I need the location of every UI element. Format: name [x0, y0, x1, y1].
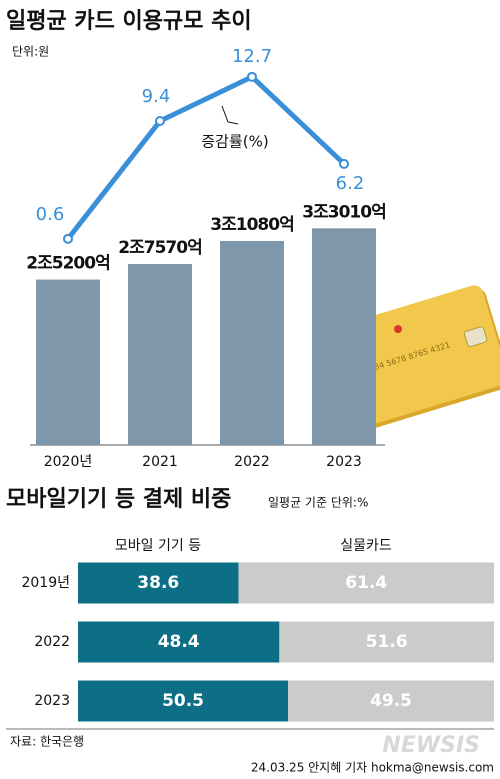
- x-tick-label: 2022: [234, 454, 270, 470]
- bar: [128, 264, 192, 445]
- line-value-label: 6.2: [336, 173, 365, 194]
- bar-value-label: 50.5: [162, 691, 204, 711]
- y-tick-label: 2019년: [21, 575, 70, 591]
- bar-value-label: 2조7570억: [118, 238, 201, 258]
- source: 자료: 한국은행: [10, 734, 84, 749]
- card-chip: [463, 326, 488, 348]
- legend-label: 실물카드: [340, 538, 392, 554]
- bar-segment: [288, 680, 494, 722]
- bar-value-label: 3조1080억: [210, 215, 293, 235]
- annotation-leader: [221, 105, 239, 125]
- line-value-label: 0.6: [36, 204, 65, 225]
- bar-value-label: 3조3010억: [302, 202, 385, 222]
- x-tick-label: 2020년: [44, 454, 93, 470]
- bar-segment: [78, 621, 280, 663]
- bar-segment: [78, 680, 289, 722]
- unit-label: 단위:원: [12, 45, 49, 59]
- legend-label: 모바일 기기 등: [115, 538, 201, 554]
- watermark: NEWSIS: [382, 733, 480, 758]
- card-dot: [393, 325, 402, 334]
- unit-label: 일평균 기준 단위:%: [268, 496, 368, 510]
- series-label: 증감률(%): [201, 133, 268, 151]
- bar: [220, 240, 284, 445]
- credit: 24.03.25 안지혜 기자 hokma@newsis.com: [251, 761, 494, 775]
- line-marker: [247, 71, 257, 82]
- line-marker: [339, 158, 349, 169]
- bar-value-label: 38.6: [137, 573, 179, 593]
- bar-value-label: 61.4: [345, 573, 387, 593]
- y-tick-label: 2023: [34, 693, 70, 709]
- line-marker: [155, 116, 165, 127]
- x-tick-label: 2021: [142, 454, 178, 470]
- bar-segment: [238, 562, 494, 604]
- chart-title: 일평균 카드 이용규모 추이: [6, 9, 252, 34]
- bar-value-label: 51.6: [366, 632, 408, 652]
- y-tick-label: 2022: [34, 634, 70, 650]
- bar: [312, 228, 376, 445]
- bar-value-label: 48.4: [158, 632, 200, 652]
- chart-title: 모바일기기 등 결제 비중: [6, 487, 231, 512]
- bar: [36, 279, 100, 445]
- line-value-label: 12.7: [232, 46, 272, 67]
- bar-value-label: 49.5: [370, 691, 412, 711]
- bar-segment: [78, 562, 239, 604]
- line-value-label: 9.4: [142, 86, 171, 107]
- line: [66, 74, 346, 241]
- line-marker: [63, 233, 73, 244]
- bar-segment: [279, 621, 494, 663]
- x-tick-label: 2023: [326, 454, 362, 470]
- bar-value-label: 2조5200억: [26, 254, 109, 274]
